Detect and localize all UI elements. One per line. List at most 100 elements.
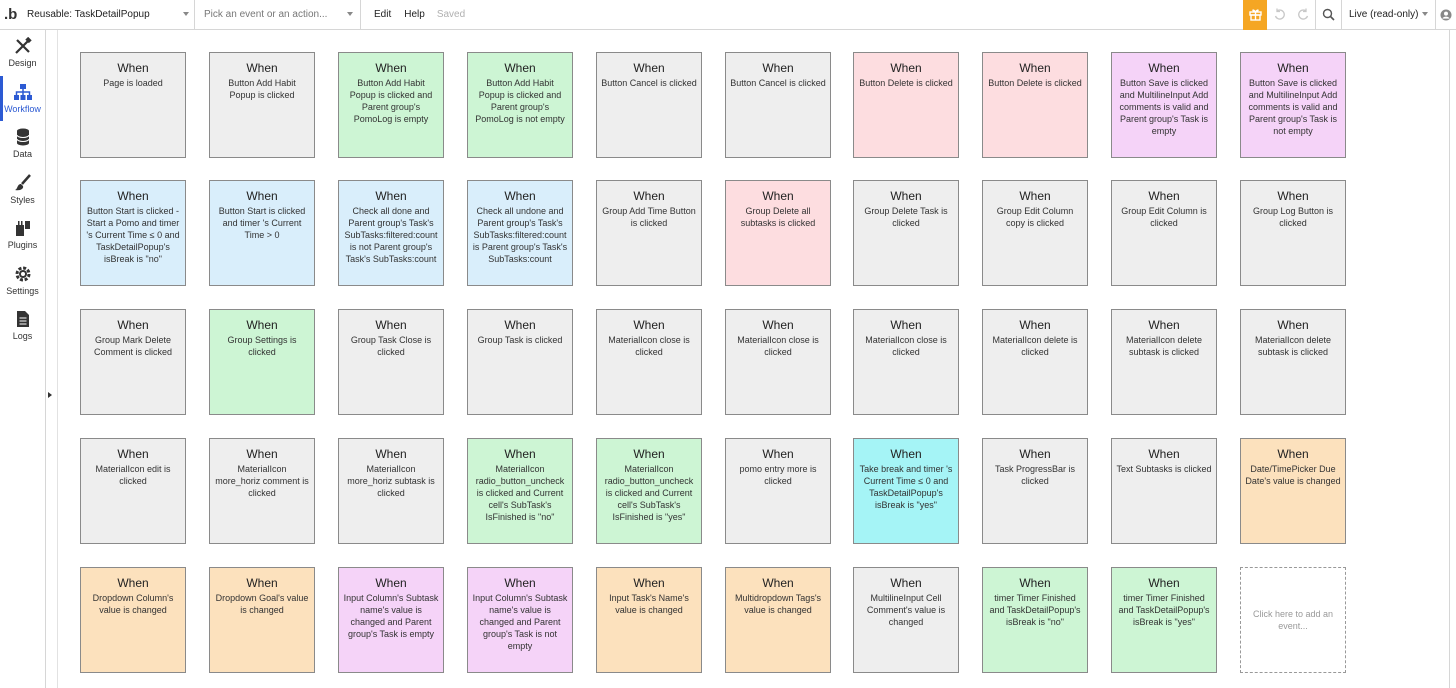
sidebar-item-label: Design bbox=[8, 58, 37, 69]
search-icon bbox=[1322, 8, 1335, 21]
event-card[interactable]: When Button Delete is clicked bbox=[982, 52, 1088, 158]
sidebar-item-workflow[interactable]: Workflow bbox=[0, 75, 45, 122]
sidebar-item-settings[interactable]: Settings bbox=[0, 258, 45, 304]
event-card[interactable]: When Check all undone and Parent group's … bbox=[467, 180, 573, 286]
version-selector[interactable]: Live (read-only) bbox=[1341, 0, 1435, 30]
event-card[interactable]: When MaterialIcon radio_button_uncheck is… bbox=[467, 438, 573, 544]
event-card[interactable]: When Group Mark Delete Comment is clicked bbox=[80, 309, 186, 415]
event-description: Dropdown Goal's value is changed bbox=[215, 593, 309, 615]
event-card[interactable]: When Group Add Time Button is clicked bbox=[596, 180, 702, 286]
event-card[interactable]: When Group Edit Column copy is clicked bbox=[982, 180, 1088, 286]
event-when-label: When bbox=[762, 189, 794, 203]
event-description: Check all undone and Parent group's Task… bbox=[472, 206, 568, 264]
event-description: Page is loaded bbox=[103, 78, 163, 88]
event-when-label: When bbox=[633, 318, 665, 332]
event-card[interactable]: When Group Task Close is clicked bbox=[338, 309, 444, 415]
edit-menu[interactable]: Edit bbox=[374, 9, 392, 20]
event-card[interactable]: When Dropdown Column's value is changed bbox=[80, 567, 186, 673]
undo-button[interactable] bbox=[1267, 0, 1291, 30]
event-when-label: When bbox=[762, 318, 794, 332]
sidebar-item-styles[interactable]: Styles bbox=[0, 167, 45, 213]
event-when-label: When bbox=[1277, 318, 1309, 332]
event-card[interactable]: When MaterialIcon close is clicked bbox=[725, 309, 831, 415]
search-button[interactable] bbox=[1315, 0, 1341, 30]
event-card[interactable]: When Button Save is clicked and Multiline… bbox=[1111, 52, 1217, 158]
event-card[interactable]: When MaterialIcon close is clicked bbox=[853, 309, 959, 415]
event-when-label: When bbox=[375, 318, 407, 332]
account-button[interactable] bbox=[1435, 0, 1456, 30]
collapse-arrow-icon[interactable] bbox=[48, 392, 52, 398]
event-card[interactable]: When Date/TimePicker Due Date's value is … bbox=[1240, 438, 1346, 544]
event-card[interactable]: When Group Edit Column is clicked bbox=[1111, 180, 1217, 286]
event-card[interactable]: When MultilineInput Cell Comment's value … bbox=[853, 567, 959, 673]
event-card[interactable]: When Group Log Button is clicked bbox=[1240, 180, 1346, 286]
sidebar-item-logs[interactable]: Logs bbox=[0, 303, 45, 349]
event-card[interactable]: When Task ProgressBar is clicked bbox=[982, 438, 1088, 544]
event-card[interactable]: When MaterialIcon more_horiz subtask is c… bbox=[338, 438, 444, 544]
event-description: MultilineInput Cell Comment's value is c… bbox=[866, 593, 946, 627]
event-card[interactable]: When Input Task's Name's value is changed bbox=[596, 567, 702, 673]
sidebar-item-data[interactable]: Data bbox=[0, 121, 45, 167]
event-card[interactable]: When Input Column's Subtask name's value … bbox=[467, 567, 573, 673]
event-when-label: When bbox=[1277, 61, 1309, 75]
event-card[interactable]: When Page is loaded bbox=[80, 52, 186, 158]
help-menu[interactable]: Help bbox=[404, 9, 425, 20]
event-card[interactable]: When Group Delete all subtasks is clicked bbox=[725, 180, 831, 286]
redo-button[interactable] bbox=[1291, 0, 1315, 30]
event-card[interactable]: When MaterialIcon delete subtask is click… bbox=[1111, 309, 1217, 415]
sidebar-item-plugins[interactable]: Plugins bbox=[0, 212, 45, 258]
event-card[interactable]: When Group Delete Task is clicked bbox=[853, 180, 959, 286]
event-description: MaterialIcon close is clicked bbox=[737, 335, 819, 357]
bubble-logo-icon[interactable]: .b bbox=[4, 6, 18, 23]
event-card[interactable]: When Input Column's Subtask name's value … bbox=[338, 567, 444, 673]
page-selector[interactable]: Reusable: TaskDetailPopup bbox=[22, 0, 195, 30]
event-card[interactable]: When Group Settings is clicked bbox=[209, 309, 315, 415]
event-card[interactable]: When Multidropdown Tags's value is change… bbox=[725, 567, 831, 673]
event-description: Group Delete all subtasks is clicked bbox=[740, 206, 816, 228]
add-event-button[interactable]: Click here to add an event... bbox=[1240, 567, 1346, 673]
event-when-label: When bbox=[1277, 447, 1309, 461]
event-description: Group Task Close is clicked bbox=[350, 335, 432, 357]
event-search-input[interactable]: Pick an event or an action... bbox=[195, 0, 361, 30]
event-description: MaterialIcon radio_button_uncheck is cli… bbox=[604, 464, 694, 522]
event-card[interactable]: When Button Start is clicked - Start a Po… bbox=[80, 180, 186, 286]
event-card[interactable]: When Button Start is clicked and timer 's… bbox=[209, 180, 315, 286]
event-card[interactable]: When Button Add Habit Popup is clicked bbox=[209, 52, 315, 158]
event-description: Button Delete is clicked bbox=[988, 78, 1082, 88]
event-card[interactable]: When Group Task is clicked bbox=[467, 309, 573, 415]
event-card[interactable]: When Button Cancel is clicked bbox=[596, 52, 702, 158]
event-description: Group Delete Task is clicked bbox=[864, 206, 948, 228]
event-card[interactable]: When Button Add Habit Popup is clicked an… bbox=[467, 52, 573, 158]
event-when-label: When bbox=[890, 189, 922, 203]
event-card[interactable]: When pomo entry more is clicked bbox=[725, 438, 831, 544]
event-card[interactable]: When Dropdown Goal's value is changed bbox=[209, 567, 315, 673]
event-card[interactable]: When timer Timer Finished and TaskDetailP… bbox=[982, 567, 1088, 673]
event-card[interactable]: When Button Save is clicked and Multiline… bbox=[1240, 52, 1346, 158]
event-card[interactable]: When MaterialIcon delete subtask is click… bbox=[1240, 309, 1346, 415]
event-card[interactable]: When MaterialIcon edit is clicked bbox=[80, 438, 186, 544]
event-description: Input Column's Subtask name's value is c… bbox=[343, 593, 439, 639]
event-card[interactable]: When MaterialIcon more_horiz comment is c… bbox=[209, 438, 315, 544]
event-when-label: When bbox=[633, 576, 665, 590]
event-card[interactable]: When Button Add Habit Popup is clicked an… bbox=[338, 52, 444, 158]
event-card[interactable]: When MaterialIcon close is clicked bbox=[596, 309, 702, 415]
event-card[interactable]: When Button Cancel is clicked bbox=[725, 52, 831, 158]
event-when-label: When bbox=[246, 189, 278, 203]
event-when-label: When bbox=[1148, 576, 1180, 590]
event-card[interactable]: When Text Subtasks is clicked bbox=[1111, 438, 1217, 544]
event-card[interactable]: When Take break and timer 's Current Time… bbox=[853, 438, 959, 544]
event-when-label: When bbox=[246, 318, 278, 332]
event-card[interactable]: When MaterialIcon delete is clicked bbox=[982, 309, 1088, 415]
event-card[interactable]: When timer Timer Finished and TaskDetailP… bbox=[1111, 567, 1217, 673]
event-card[interactable]: When MaterialIcon radio_button_uncheck is… bbox=[596, 438, 702, 544]
event-card[interactable]: When Check all done and Parent group's Ta… bbox=[338, 180, 444, 286]
event-description: Group Edit Column copy is clicked bbox=[996, 206, 1074, 228]
event-description: MaterialIcon close is clicked bbox=[608, 335, 690, 357]
gift-button[interactable] bbox=[1243, 0, 1267, 30]
sidebar-item-design[interactable]: Design bbox=[0, 30, 45, 76]
save-status: Saved bbox=[436, 9, 466, 20]
event-description: Button Start is clicked and timer 's Cur… bbox=[218, 206, 306, 240]
event-card[interactable]: When Button Delete is clicked bbox=[853, 52, 959, 158]
event-when-label: When bbox=[1019, 576, 1051, 590]
event-when-label: When bbox=[117, 447, 149, 461]
